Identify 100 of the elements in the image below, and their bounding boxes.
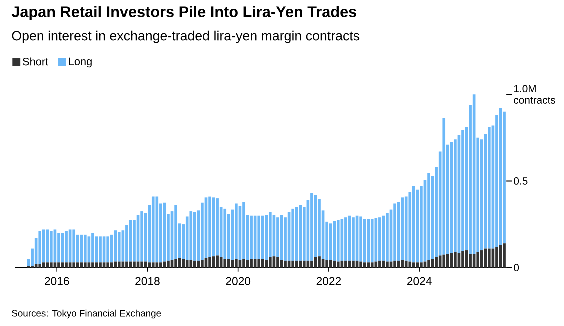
bar — [295, 261, 298, 268]
bar — [148, 262, 152, 268]
bar — [314, 258, 318, 268]
bar — [303, 261, 306, 268]
bar — [484, 248, 488, 268]
source-note: Sources: Tokyo Financial Exchange — [12, 310, 162, 319]
bar — [446, 254, 450, 268]
bar — [224, 209, 227, 260]
bar — [428, 260, 430, 268]
bar — [110, 262, 114, 268]
bar — [174, 206, 178, 260]
bar — [235, 204, 238, 260]
bar — [416, 262, 420, 268]
bar — [80, 235, 84, 263]
bar — [140, 262, 144, 268]
bar — [450, 253, 454, 268]
bar — [250, 216, 253, 260]
bar — [152, 262, 155, 268]
bar — [250, 259, 253, 268]
bar — [197, 261, 200, 268]
bar — [333, 221, 336, 262]
bar — [102, 262, 106, 268]
bar — [336, 262, 340, 268]
bar — [182, 259, 185, 268]
bar — [269, 212, 272, 258]
bar — [333, 261, 336, 268]
bar — [61, 262, 64, 268]
legend-label: Short — [23, 58, 48, 66]
bar — [201, 260, 204, 268]
bar — [99, 236, 102, 263]
bar — [190, 260, 193, 268]
bar — [65, 262, 68, 268]
bar — [242, 202, 246, 260]
bar — [488, 128, 491, 249]
bar — [54, 262, 57, 268]
bar — [242, 259, 246, 268]
bar — [404, 196, 408, 262]
bar — [370, 262, 374, 268]
bar — [363, 262, 366, 268]
bar — [50, 262, 53, 268]
x-tick-label: 2020 — [226, 277, 251, 286]
bar — [496, 247, 498, 268]
bar — [442, 118, 446, 255]
bar — [420, 262, 423, 268]
bar — [401, 260, 404, 268]
y-tick-label: 1.0M contracts — [514, 85, 556, 104]
bar — [336, 220, 340, 262]
bar — [170, 260, 174, 268]
bar — [216, 198, 219, 256]
bar — [118, 262, 121, 268]
bar — [378, 261, 382, 268]
bar — [129, 220, 132, 262]
bar — [227, 259, 230, 268]
bar — [288, 261, 291, 268]
bar — [374, 218, 378, 262]
bar — [394, 261, 396, 268]
bar — [220, 258, 223, 268]
bar — [265, 260, 268, 268]
y-tick-label: 0.5 — [514, 178, 528, 186]
bar — [92, 262, 94, 268]
bar — [344, 261, 348, 268]
bar — [299, 261, 302, 268]
x-tick-label: 2018 — [136, 277, 160, 286]
bar — [261, 216, 264, 260]
bar — [133, 262, 136, 268]
bar — [258, 259, 261, 268]
bar — [58, 233, 60, 263]
bar — [186, 260, 189, 268]
bar — [348, 261, 352, 268]
bar — [216, 256, 219, 268]
bar — [310, 261, 314, 268]
bar — [152, 196, 155, 263]
bar — [412, 186, 416, 263]
bar — [99, 262, 102, 268]
bar — [140, 212, 144, 262]
bar — [254, 259, 257, 268]
bar — [360, 262, 362, 268]
bar — [404, 261, 408, 268]
bar — [295, 207, 298, 262]
bar — [462, 252, 464, 268]
bar — [340, 261, 344, 268]
bar — [360, 216, 362, 262]
bar — [318, 256, 321, 268]
bar — [465, 250, 468, 268]
bar — [382, 261, 386, 268]
bar — [280, 260, 284, 268]
bar — [190, 212, 193, 260]
bar — [458, 253, 461, 268]
bar — [84, 235, 87, 263]
bar — [472, 254, 476, 268]
bar — [292, 261, 294, 268]
bar — [469, 254, 472, 268]
bar — [367, 262, 370, 268]
bar — [106, 262, 110, 268]
bar — [480, 250, 484, 268]
bar — [42, 262, 46, 268]
bar — [431, 259, 434, 268]
bar — [428, 174, 430, 260]
bar — [231, 260, 234, 268]
bar — [95, 262, 98, 268]
